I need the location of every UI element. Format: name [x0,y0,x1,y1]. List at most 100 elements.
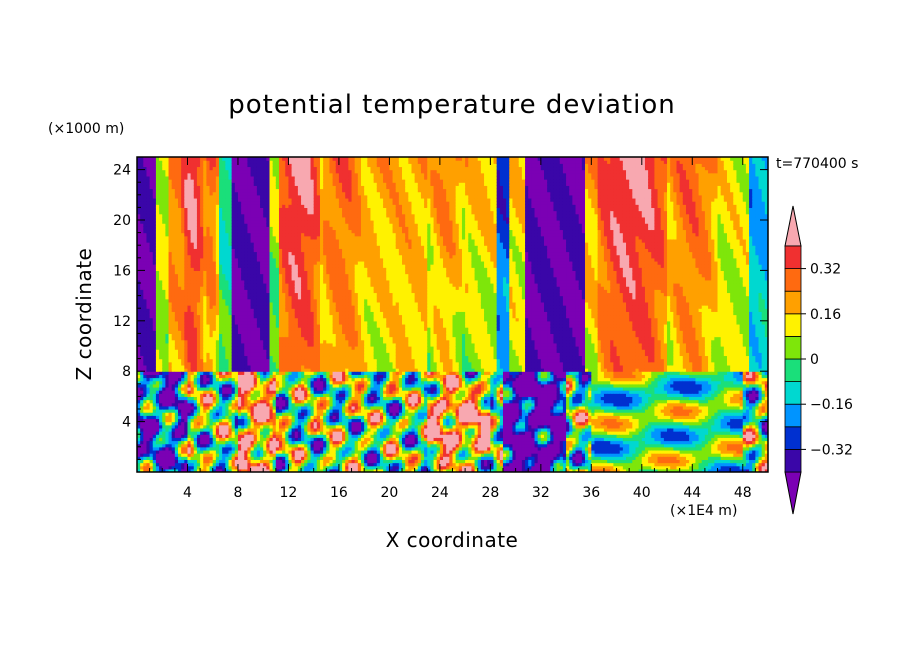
contour-cell [165,301,170,306]
contour-cell [215,402,220,407]
contour-cell [200,446,204,451]
contour-cell [140,427,144,432]
contour-cell [181,459,185,464]
contour-cell [285,437,290,442]
contour-cell [155,449,160,454]
contour-cell [241,248,245,253]
contour-cell [241,323,245,328]
contour-cell [149,361,154,366]
contour-cell [209,160,214,164]
contour-cell [152,434,157,438]
contour-cell [253,399,258,404]
contour-cell [200,185,204,190]
contour-cell [162,434,166,438]
contour-cell [219,235,223,240]
contour-cell [231,462,236,467]
contour-cell [209,421,214,426]
contour-cell [222,283,226,287]
contour-cell [200,349,204,353]
contour-cell [260,437,264,442]
contour-cell [159,264,163,268]
contour-cell [219,456,223,460]
contour-cell [143,197,148,202]
contour-cell [253,245,258,249]
contour-cell [168,390,173,394]
contour-cell [159,377,163,382]
contour-cell [231,330,236,334]
contour-cell [165,157,170,161]
contour-cell [140,245,144,249]
contour-cell [184,459,189,464]
contour-cell [165,443,170,448]
contour-cell [269,194,274,199]
contour-cell [225,380,230,385]
contour-cell [200,323,204,328]
contour-cell [256,223,261,227]
contour-cell [152,361,157,366]
contour-cell [149,355,154,360]
contour-cell [174,226,179,231]
contour-cell [184,465,189,470]
contour-cell [187,377,192,382]
contour-cell [200,248,204,253]
contour-cell [275,301,280,306]
contour-cell [152,273,157,278]
contour-cell [193,364,198,369]
contour-cell [193,311,198,316]
contour-cell [244,386,249,391]
contour-cell [212,409,217,413]
contour-cell [146,260,151,265]
contour-cell [219,179,223,183]
contour-cell [162,251,166,256]
contour-cell [193,257,198,262]
contour-cell [282,342,286,347]
contour-cell [181,160,185,164]
contour-cell [244,355,249,360]
contour-cell [241,251,245,256]
contour-cell [228,314,233,319]
contour-cell [174,157,179,161]
contour-cell [215,267,220,271]
contour-cell [228,223,233,227]
contour-cell [266,311,271,316]
contour-cell [190,399,195,404]
contour-cell [247,349,252,353]
contour-cell [285,226,290,231]
contour-cell [193,248,198,253]
contour-cell [184,468,189,472]
contour-cell [272,352,277,357]
contour-cell [168,418,173,423]
contour-cell [219,248,223,253]
contour-cell [256,229,261,234]
contour-cell [266,292,271,297]
contour-cell [266,172,271,177]
contour-cell [143,257,148,262]
contour-cell [140,185,144,190]
contour-cell [206,188,211,193]
contour-cell [137,424,141,429]
contour-cell [228,355,233,360]
contour-cell [278,182,283,186]
contour-cell [237,412,242,416]
contour-cell [222,409,226,413]
contour-cell [206,333,211,338]
contour-cell [285,308,290,312]
contour-cell [165,226,170,231]
contour-cell [222,386,226,391]
contour-cell [206,220,211,224]
contour-cell [155,172,160,177]
contour-cell [228,238,233,243]
contour-cell [187,270,192,275]
contour-cell [228,339,233,344]
contour-cell [146,415,151,420]
contour-cell [275,446,280,451]
contour-cell [272,305,277,309]
contour-cell [215,446,220,451]
contour-cell [159,301,163,306]
contour-cell [168,204,173,208]
contour-cell [263,468,267,472]
contour-cell [253,226,258,231]
contour-cell [225,459,230,464]
contour-cell [187,232,192,237]
contour-cell [278,349,283,353]
